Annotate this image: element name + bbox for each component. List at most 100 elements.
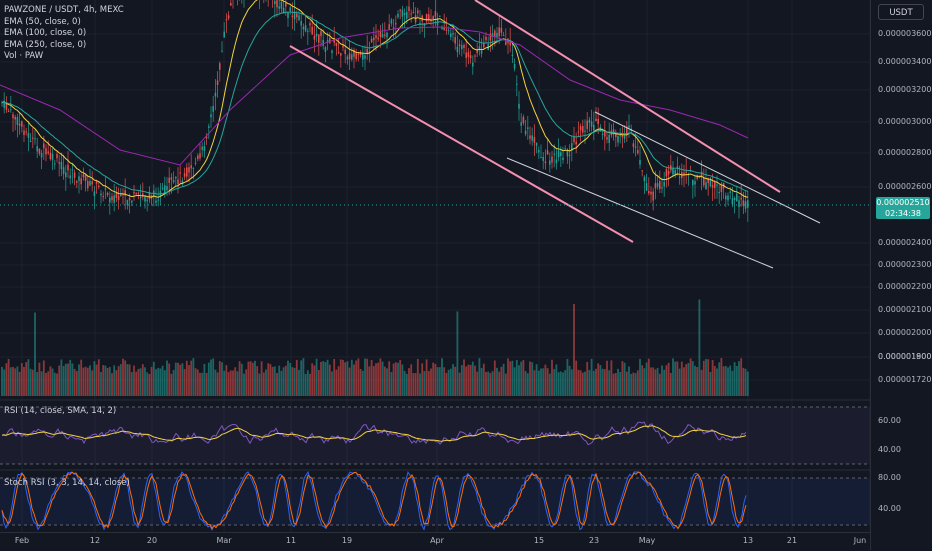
candle-body: [392, 27, 395, 29]
volume-bar: [262, 372, 265, 396]
candle-body: [637, 150, 639, 154]
candle-body: [353, 50, 355, 57]
volume-bar: [348, 367, 351, 396]
volume-bar: [293, 367, 296, 396]
volume-bar: [130, 372, 133, 396]
symbol-title[interactable]: PAWZONE / USDT, 4h, MEXC: [4, 5, 124, 15]
volume-bar: [295, 359, 298, 396]
currency-button[interactable]: USDT: [878, 4, 924, 20]
volume-bar: [212, 358, 215, 396]
candle-body: [205, 136, 208, 139]
volume-bar: [232, 370, 234, 396]
rsi-tick: 40.00: [878, 445, 901, 454]
volume-bar: [245, 369, 248, 396]
candle-body: [27, 132, 30, 138]
volume-bar: [548, 373, 551, 396]
volume-bar: [672, 358, 674, 396]
time-axis[interactable]: Feb 12 20 Mar 11 19 Apr 15 23 May 13 21 Jun: [0, 532, 870, 551]
volume-bar: [218, 361, 221, 396]
volume-bar: [740, 358, 743, 396]
candle-body: [73, 172, 76, 178]
volume-bar: [579, 370, 582, 396]
candle-body: [170, 177, 173, 180]
volume-bar: [425, 359, 428, 396]
price-scale[interactable]: [870, 0, 932, 550]
volume-bar: [117, 366, 120, 396]
time-label: 20: [146, 536, 158, 545]
volume-bar: [20, 363, 23, 396]
candle-body: [128, 197, 131, 201]
candle-body: [175, 176, 177, 179]
candle-body: [122, 194, 124, 196]
candle-body: [375, 35, 377, 38]
candle-body: [201, 146, 203, 150]
volume-bar: [47, 371, 50, 396]
volume-bar: [80, 359, 83, 396]
candle-body: [293, 11, 296, 20]
time-label: Mar: [216, 536, 232, 545]
ema100-line: [1, 11, 748, 195]
candle-body: [60, 161, 63, 170]
volume-bar: [720, 358, 723, 396]
candle-body: [144, 196, 146, 202]
volume-bar: [405, 373, 408, 396]
volume-bar: [570, 369, 573, 396]
volume-bar: [733, 362, 736, 396]
volume-bar: [595, 368, 597, 396]
volume-bar: [298, 369, 300, 396]
candle-body: [469, 55, 472, 59]
candle-body: [131, 200, 133, 203]
candle-body: [716, 184, 718, 186]
candle-body: [390, 19, 393, 24]
candle-body: [524, 130, 527, 135]
candle-body: [399, 9, 401, 11]
volume-bar: [12, 366, 14, 396]
price-tick: 0.000003600: [878, 29, 932, 38]
volume-bar: [31, 369, 34, 396]
volume-bar: [240, 363, 243, 396]
candle-body: [148, 191, 151, 200]
volume-bar: [256, 366, 259, 396]
candle-body: [641, 170, 643, 172]
candle-body: [362, 53, 364, 60]
candle-body: [703, 177, 705, 186]
volume-bar: [148, 373, 151, 396]
price-tick: 0.000002600: [878, 182, 932, 191]
volume-bar: [590, 358, 593, 396]
volume-bar: [161, 365, 164, 396]
candle-body: [95, 181, 98, 184]
candle-body: [111, 196, 113, 201]
chart-canvas[interactable]: [0, 0, 870, 532]
volume-bar: [700, 369, 703, 396]
candle-body: [210, 114, 212, 118]
rsi-legend[interactable]: RSI (14, close, SMA, 14, 2): [4, 406, 117, 416]
candle-body: [329, 38, 331, 44]
volume-bar: [731, 370, 734, 396]
volume-bar: [280, 370, 283, 396]
volume-bar: [625, 371, 628, 396]
ema100-legend[interactable]: EMA (100, close, 0): [4, 28, 87, 38]
volume-bar: [617, 368, 619, 396]
candle-body: [412, 11, 415, 13]
candle-body: [45, 148, 47, 155]
candle-body: [711, 184, 714, 188]
volume-bar: [408, 368, 410, 396]
candle-body: [190, 165, 192, 169]
volume-bar: [705, 359, 707, 396]
volume-bar: [599, 365, 602, 396]
candle-body: [621, 134, 624, 138]
volume-bar: [746, 371, 749, 396]
ema250-legend[interactable]: EMA (250, close, 0): [4, 39, 87, 50]
ema50-legend[interactable]: EMA (50, close, 0): [4, 16, 81, 27]
candle-body: [593, 124, 595, 131]
volume-bar: [678, 368, 681, 396]
volume-bar: [458, 372, 461, 396]
volume-bar: [100, 371, 102, 396]
volume-bar: [196, 369, 199, 396]
candle-body: [326, 39, 329, 43]
volume-bar: [1, 366, 3, 396]
ema250-line: [0, 26, 749, 166]
volume-legend[interactable]: Vol · PAW: [4, 51, 44, 61]
volume-bar: [383, 366, 386, 396]
stoch-rsi-legend[interactable]: Stoch RSI (3, 3, 14, 14, close): [4, 478, 130, 488]
